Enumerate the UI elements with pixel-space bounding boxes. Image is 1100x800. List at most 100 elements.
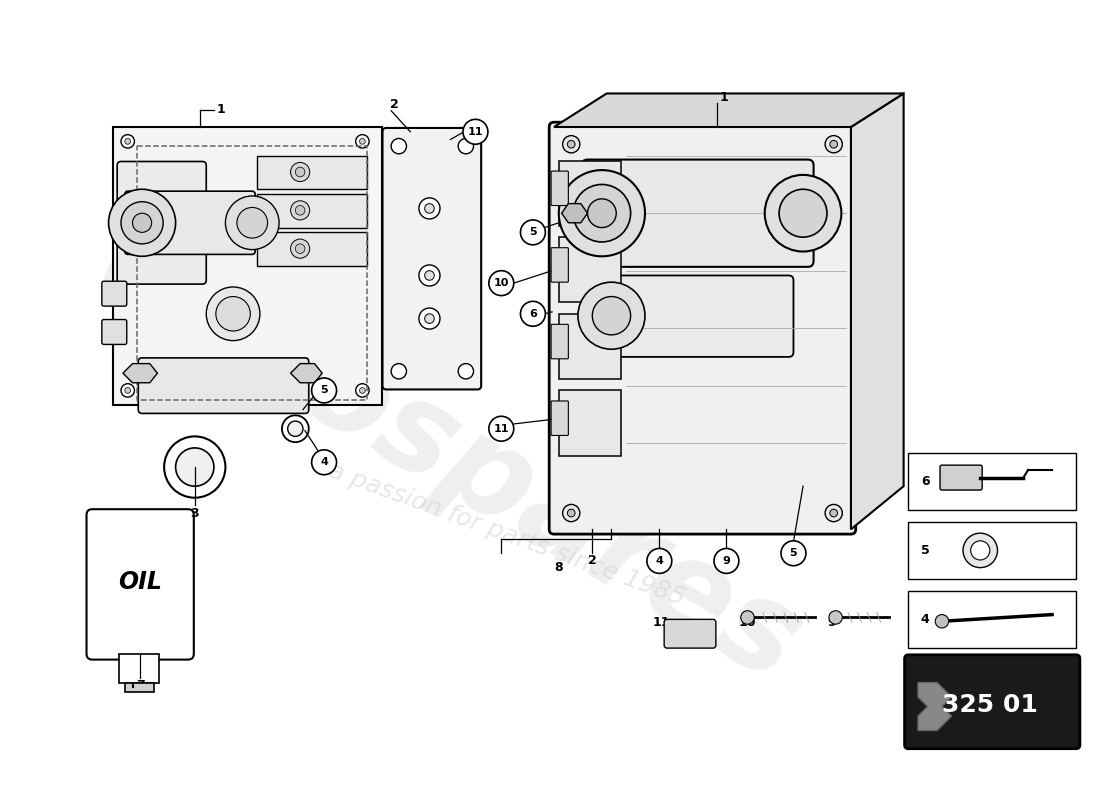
FancyBboxPatch shape — [597, 275, 793, 357]
Circle shape — [295, 167, 305, 177]
Circle shape — [568, 141, 575, 148]
Text: OIL: OIL — [118, 570, 162, 594]
FancyBboxPatch shape — [102, 319, 126, 345]
Text: 9: 9 — [827, 615, 836, 629]
Text: 5: 5 — [790, 548, 798, 558]
Circle shape — [488, 416, 514, 441]
Polygon shape — [918, 682, 952, 730]
Circle shape — [970, 541, 990, 560]
Circle shape — [109, 190, 176, 256]
Circle shape — [236, 207, 267, 238]
Circle shape — [290, 162, 310, 182]
Circle shape — [829, 610, 843, 624]
Bar — [909, 522, 1076, 579]
Text: 5: 5 — [529, 227, 537, 238]
Circle shape — [781, 541, 806, 566]
Circle shape — [425, 314, 435, 323]
Circle shape — [568, 510, 575, 517]
Polygon shape — [290, 363, 322, 382]
Circle shape — [825, 136, 843, 153]
Circle shape — [226, 196, 279, 250]
Circle shape — [124, 387, 131, 394]
Circle shape — [825, 505, 843, 522]
Circle shape — [463, 119, 488, 144]
Polygon shape — [851, 94, 903, 530]
Circle shape — [295, 206, 305, 215]
Circle shape — [488, 270, 514, 295]
Circle shape — [121, 202, 163, 244]
Text: 3: 3 — [190, 506, 199, 519]
Polygon shape — [123, 363, 157, 382]
Circle shape — [419, 198, 440, 219]
Circle shape — [288, 421, 302, 437]
Bar — [119, 654, 160, 682]
Text: 4: 4 — [921, 613, 929, 626]
Circle shape — [290, 201, 310, 220]
FancyBboxPatch shape — [582, 159, 814, 267]
Text: 2: 2 — [587, 554, 596, 567]
Circle shape — [290, 239, 310, 258]
Circle shape — [425, 270, 435, 280]
Text: 10: 10 — [494, 278, 509, 288]
Bar — [559, 237, 621, 302]
FancyBboxPatch shape — [118, 162, 207, 284]
FancyBboxPatch shape — [664, 619, 716, 648]
Text: a passion for parts since 1985: a passion for parts since 1985 — [324, 458, 688, 610]
Circle shape — [520, 302, 546, 326]
Bar — [257, 156, 367, 190]
Circle shape — [740, 610, 755, 624]
Circle shape — [714, 549, 739, 574]
Circle shape — [392, 363, 407, 379]
Circle shape — [295, 244, 305, 254]
Text: 325 01: 325 01 — [942, 693, 1037, 717]
Bar — [909, 453, 1076, 510]
FancyBboxPatch shape — [87, 510, 194, 659]
Text: 4: 4 — [656, 556, 663, 566]
Text: eurospares: eurospares — [76, 207, 821, 707]
Circle shape — [520, 220, 546, 245]
Circle shape — [829, 510, 837, 517]
Circle shape — [216, 297, 251, 331]
Circle shape — [164, 437, 226, 498]
Circle shape — [355, 384, 370, 397]
Circle shape — [176, 448, 213, 486]
Bar — [559, 161, 621, 226]
FancyBboxPatch shape — [551, 171, 569, 206]
Circle shape — [311, 450, 337, 474]
Circle shape — [311, 378, 337, 403]
Bar — [559, 314, 621, 379]
Circle shape — [132, 214, 152, 232]
Circle shape — [419, 265, 440, 286]
Text: 4: 4 — [320, 458, 328, 467]
Circle shape — [935, 614, 948, 628]
Circle shape — [962, 533, 998, 568]
Circle shape — [573, 185, 630, 242]
Circle shape — [419, 308, 440, 329]
Circle shape — [562, 136, 580, 153]
Text: 10: 10 — [739, 615, 757, 629]
Circle shape — [124, 138, 131, 144]
Text: 11: 11 — [494, 424, 509, 434]
FancyBboxPatch shape — [551, 324, 569, 359]
Text: 6: 6 — [529, 309, 537, 318]
Circle shape — [587, 199, 616, 227]
Circle shape — [355, 134, 370, 148]
Circle shape — [829, 141, 837, 148]
Circle shape — [121, 134, 134, 148]
FancyBboxPatch shape — [904, 655, 1080, 749]
Text: 8: 8 — [554, 561, 563, 574]
Circle shape — [592, 297, 630, 335]
Bar — [124, 682, 154, 692]
FancyBboxPatch shape — [383, 128, 481, 390]
FancyBboxPatch shape — [102, 282, 126, 306]
Circle shape — [562, 505, 580, 522]
FancyBboxPatch shape — [549, 122, 856, 534]
Bar — [138, 146, 367, 400]
Text: 9: 9 — [723, 556, 730, 566]
FancyBboxPatch shape — [551, 248, 569, 282]
Circle shape — [282, 415, 309, 442]
Circle shape — [392, 138, 407, 154]
Text: 1: 1 — [217, 103, 226, 116]
Text: 7: 7 — [135, 679, 144, 692]
Circle shape — [647, 549, 672, 574]
